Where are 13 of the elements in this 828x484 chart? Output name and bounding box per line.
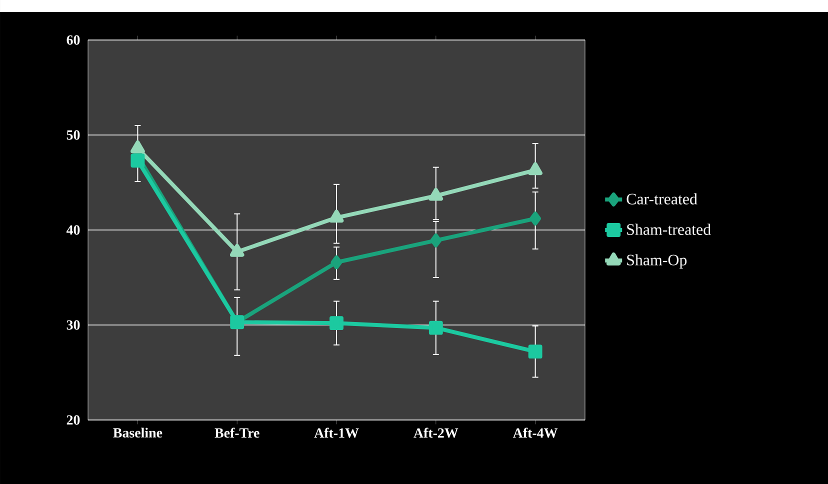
y-tick-label: 50 <box>66 130 80 140</box>
x-tick-label: Baseline <box>113 428 162 438</box>
legend-label: Sham-treated <box>627 224 711 235</box>
x-tick-label: Aft-4W <box>512 428 558 438</box>
legend-label: Car-treated <box>626 193 698 204</box>
y-tick-label: 30 <box>66 320 80 330</box>
y-tick-label: 20 <box>66 415 80 425</box>
y-tick-label: 40 <box>66 225 80 235</box>
x-tick-label: Bef-Tre <box>214 428 260 438</box>
y-tick-label: 60 <box>66 35 80 45</box>
legend-label: Sham-Op <box>627 254 687 269</box>
x-tick-label: Aft-1W <box>314 428 359 438</box>
x-tick-label: Aft-2W <box>414 428 458 438</box>
